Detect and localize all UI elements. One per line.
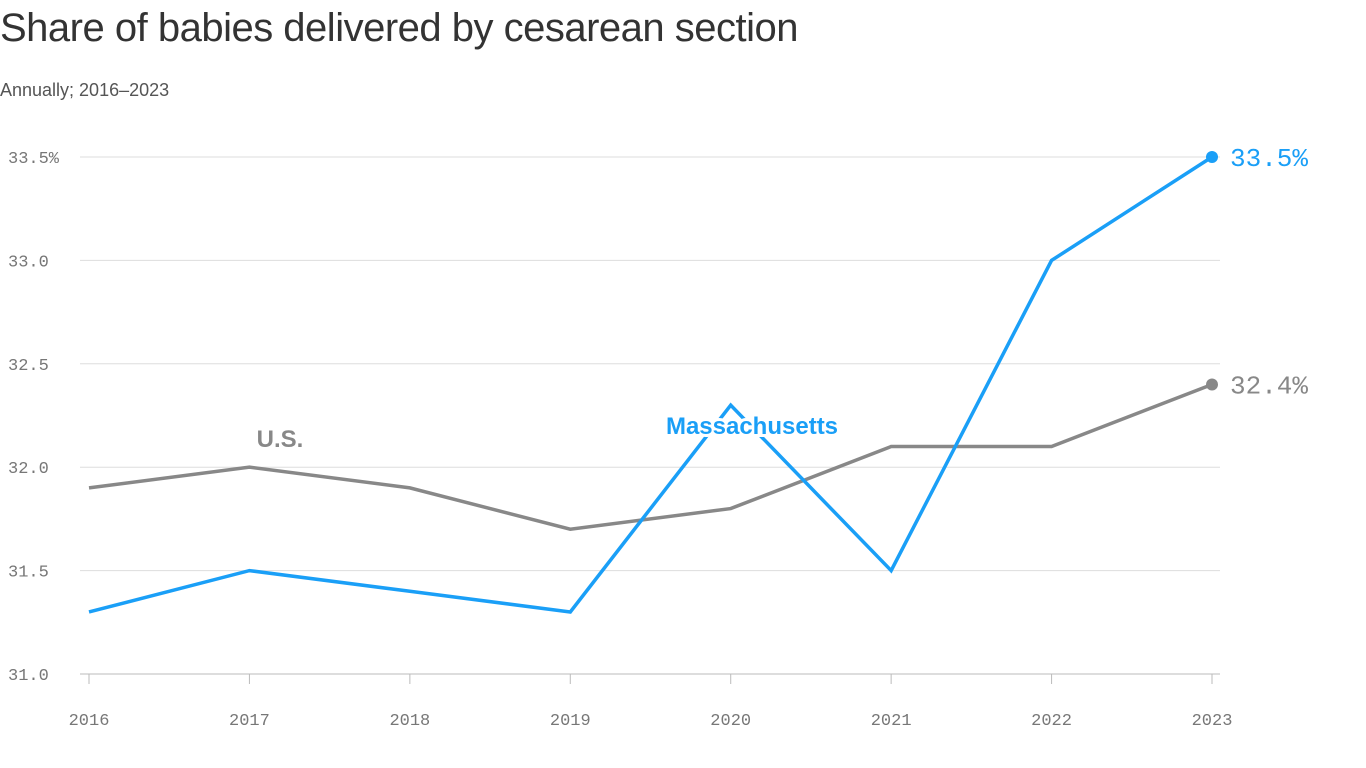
x-tick-label: 2016 — [69, 712, 110, 731]
x-tick-label: 2021 — [871, 712, 912, 731]
x-tick-label: 2020 — [710, 712, 751, 731]
y-tick-label: 33.0 — [8, 253, 49, 272]
end-point — [1206, 378, 1218, 391]
end-value-label: 32.4% — [1230, 371, 1308, 401]
series-label-us: U.S. — [257, 426, 304, 453]
series-line-massachusetts — [88, 155, 1213, 614]
x-tick-label: 2022 — [1031, 712, 1072, 731]
x-tick-label: 2018 — [389, 712, 430, 731]
y-tick-label: 33.5% — [8, 150, 60, 169]
y-tick-label: 31.5 — [8, 564, 49, 583]
chart-subtitle: Annually; 2016–2023 — [0, 80, 170, 100]
x-tick-label: 2017 — [229, 712, 270, 731]
series-label-massachusetts: Massachusetts — [666, 413, 838, 440]
y-tick-label: 32.0 — [8, 460, 49, 479]
y-tick-label: 31.0 — [8, 667, 49, 686]
x-tick-label: 2019 — [550, 712, 591, 731]
end-value-label: 33.5% — [1230, 144, 1308, 174]
x-tick-label: 2023 — [1192, 712, 1233, 731]
y-tick-label: 32.5 — [8, 357, 49, 376]
end-point — [1206, 151, 1218, 163]
series-line-u-s- — [88, 382, 1213, 532]
chart-title: Share of babies delivered by cesarean se… — [0, 6, 799, 50]
